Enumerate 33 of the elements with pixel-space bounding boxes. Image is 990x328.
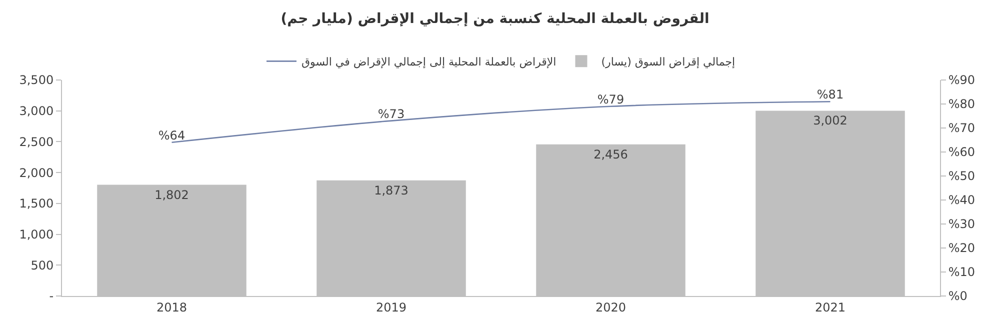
y2-tick-label: %80 <box>948 97 976 112</box>
chart-title: القروض بالعملة المحلية كنسبة من إجمالي الإقراض (مليار جم) <box>280 10 710 27</box>
data-label: %73 <box>378 106 405 121</box>
y2-tick-label: %40 <box>948 193 976 208</box>
y2-tick-label: %70 <box>948 121 976 136</box>
x-tick-label: 2018 <box>156 300 188 314</box>
y-tick-label: - <box>49 289 54 304</box>
legend-label: إجمالي إقراض السوق (يسار) <box>601 55 736 68</box>
data-label: 3,002 <box>813 114 848 128</box>
y2-tick-label: %90 <box>948 73 976 88</box>
x-tick-label: 2020 <box>595 300 626 314</box>
data-label: 1,802 <box>154 188 189 202</box>
y-tick-label: 3,500 <box>19 73 54 88</box>
data-label: 2,456 <box>594 147 628 162</box>
data-label: 1,873 <box>374 183 408 198</box>
data-label: %81 <box>816 88 844 102</box>
y2-tick-label: %30 <box>948 217 976 232</box>
x-tick-label: 2019 <box>376 300 407 314</box>
y-tick-label: 2,000 <box>19 166 54 180</box>
y2-tick-label: %60 <box>948 145 976 160</box>
x-tick-label: 2021 <box>814 300 846 314</box>
y2-tick-label: %50 <box>948 169 976 184</box>
data-label: %64 <box>158 128 186 142</box>
y2-tick-label: %20 <box>948 241 976 256</box>
y2-tick-label: %10 <box>948 265 976 280</box>
y2-tick-label: %0 <box>948 289 968 304</box>
legend-label: الإقراض بالعملة المحلية إلى إجمالي الإقراض في السوق <box>302 55 556 68</box>
y-tick-label: 1,500 <box>19 196 54 211</box>
y-tick-label: 500 <box>30 258 54 272</box>
y-tick-label: 1,000 <box>19 227 54 242</box>
data-label: %79 <box>597 92 624 106</box>
y-tick-label: 2,500 <box>19 134 54 149</box>
y-tick-label: 3,000 <box>19 104 54 118</box>
